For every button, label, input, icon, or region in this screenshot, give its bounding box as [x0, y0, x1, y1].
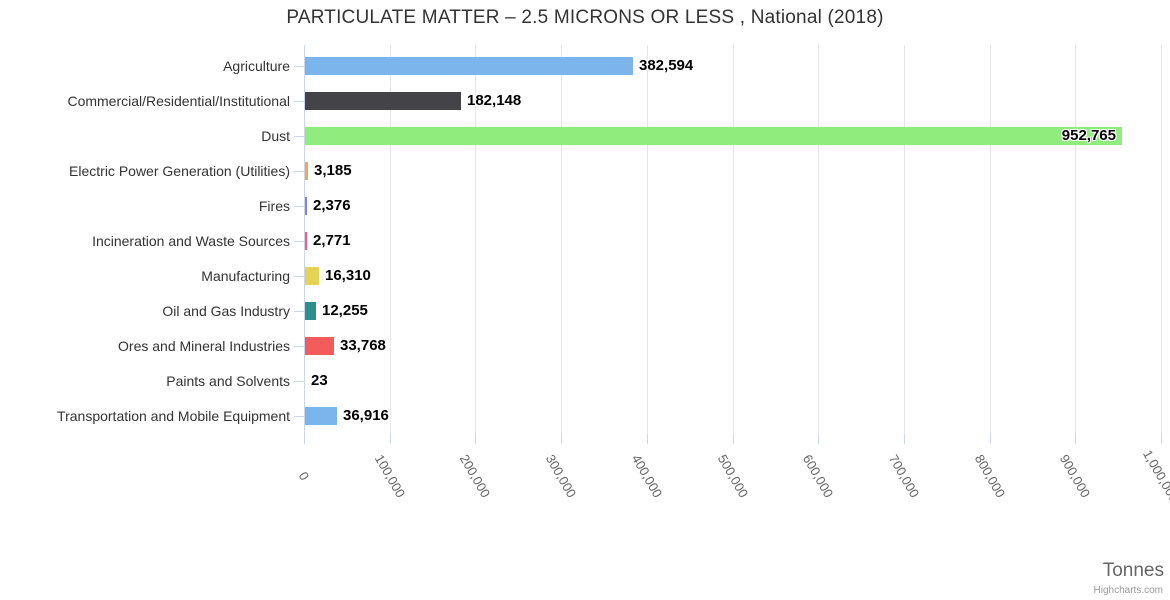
gridline	[818, 45, 820, 434]
category-axis-tick	[294, 66, 304, 67]
data-label: 16,310	[325, 267, 371, 284]
x-axis-tick-label: 600,000	[799, 451, 837, 501]
x-axis-tick	[646, 434, 648, 444]
category-label: Fires	[258, 198, 290, 214]
category-label: Manufacturing	[201, 268, 290, 284]
category-label: Commercial/Residential/Institutional	[67, 93, 290, 109]
category-axis-tick	[294, 136, 304, 137]
bar[interactable]	[305, 267, 319, 285]
gridline	[1161, 45, 1162, 434]
category-axis-tick	[294, 101, 304, 102]
category-axis-tick	[294, 311, 304, 312]
bar[interactable]	[305, 407, 337, 425]
gridline	[561, 45, 563, 434]
gridline	[389, 45, 391, 434]
x-axis-tick	[732, 434, 734, 444]
bar[interactable]	[305, 302, 316, 320]
category-label: Paints and Solvents	[166, 373, 290, 389]
category-label: Transportation and Mobile Equipment	[57, 408, 290, 424]
x-axis-tick	[903, 434, 905, 444]
data-label: 182,148	[467, 92, 522, 109]
category-label: Electric Power Generation (Utilities)	[69, 163, 290, 179]
category-axis-tick	[294, 206, 304, 207]
data-label: 952,765	[1061, 127, 1116, 144]
x-axis-tick	[389, 434, 391, 444]
category-axis-tick	[294, 346, 304, 347]
data-label: 382,594	[639, 57, 694, 74]
category-axis-tick	[294, 276, 304, 277]
category-label: Ores and Mineral Industries	[118, 338, 290, 354]
category-label: Oil and Gas Industry	[162, 303, 290, 319]
gridline	[646, 45, 648, 434]
x-axis-tick-label: 500,000	[714, 451, 751, 501]
data-label: 2,771	[313, 232, 351, 249]
bar[interactable]	[305, 57, 633, 75]
category-label: Agriculture	[223, 58, 290, 74]
x-axis-tick-label: 900,000	[1057, 451, 1094, 501]
x-axis-tick-label: 300,000	[542, 451, 580, 501]
x-axis-tick-label: 200,000	[457, 451, 494, 501]
data-label: 12,255	[322, 302, 368, 319]
gridline	[732, 45, 734, 434]
data-label: 2,376	[313, 197, 351, 214]
data-label: 23	[311, 372, 328, 389]
bar[interactable]	[305, 337, 334, 355]
x-axis-tick	[989, 434, 991, 444]
bar[interactable]	[305, 162, 308, 180]
x-axis-tick	[1161, 434, 1162, 444]
x-axis-tick-label: 800,000	[971, 451, 1008, 501]
category-axis-tick	[294, 381, 304, 382]
category-axis-tick	[294, 171, 304, 172]
highcharts-credit-link[interactable]: Highcharts.com	[1093, 585, 1163, 596]
gridline	[475, 45, 477, 434]
gridline	[989, 45, 991, 434]
category-axis-tick	[294, 416, 304, 417]
category-axis-tick	[294, 241, 304, 242]
bar[interactable]	[305, 127, 1122, 145]
x-axis-tick-label: 1,000,000	[1140, 447, 1170, 505]
category-label: Dust	[261, 128, 290, 144]
value-axis-title: Tonnes	[1102, 560, 1164, 581]
data-label: 36,916	[343, 407, 389, 424]
gridline	[1075, 45, 1077, 434]
gridline	[903, 45, 905, 434]
bar[interactable]	[305, 232, 307, 250]
x-axis-tick	[475, 434, 477, 444]
data-label: 3,185	[314, 162, 352, 179]
x-axis-tick	[818, 434, 820, 444]
category-axis-line	[304, 45, 305, 444]
chart-title: PARTICULATE MATTER – 2.5 MICRONS OR LESS…	[286, 7, 884, 28]
category-label: Incineration and Waste Sources	[92, 233, 290, 249]
data-label: 33,768	[340, 337, 386, 354]
x-axis-tick-label: 700,000	[885, 451, 923, 501]
x-axis-tick-label: 400,000	[628, 451, 666, 501]
x-axis-tick	[561, 434, 563, 444]
x-axis-tick-label: 0	[295, 469, 313, 483]
x-axis-tick-label: 100,000	[371, 451, 408, 501]
x-axis-tick	[1075, 434, 1077, 444]
bar[interactable]	[305, 92, 461, 110]
bar[interactable]	[305, 197, 307, 215]
